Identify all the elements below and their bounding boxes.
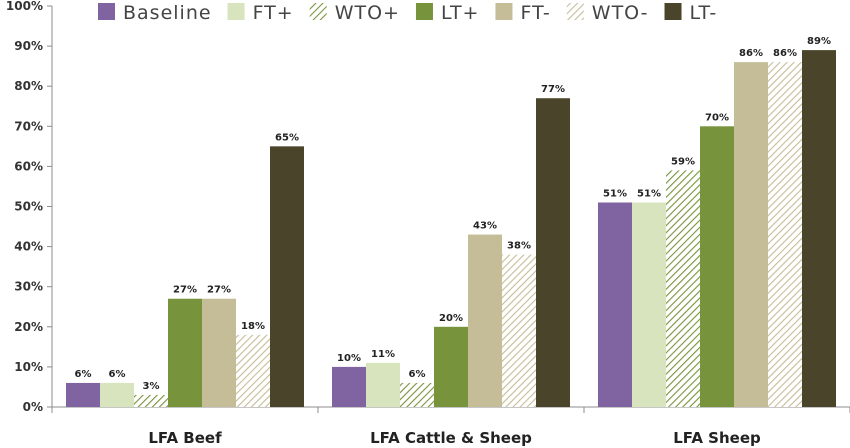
y-tick-label: 50% (14, 200, 43, 214)
data-label: 70% (705, 112, 729, 123)
bar (502, 254, 536, 407)
legend-label: LT- (690, 2, 718, 24)
data-label: 11% (371, 349, 395, 360)
legend-swatch (309, 3, 327, 20)
legend: Baseline FT+ WTO+ LT+ FT- WTO- LT- (98, 2, 718, 24)
legend-item: Baseline (98, 2, 212, 24)
y-tick-label: 40% (14, 240, 43, 254)
legend-item: LT+ (415, 2, 480, 24)
legend-label: WTO- (592, 2, 649, 24)
legend-label: FT- (520, 2, 550, 24)
legend-item: WTO+ (309, 2, 400, 24)
bar (632, 202, 666, 407)
y-tick-label: 30% (14, 280, 43, 294)
category-label: LFA Cattle & Sheep (370, 429, 532, 447)
bar (270, 146, 304, 407)
data-label: 20% (439, 313, 463, 324)
legend-swatch (227, 3, 245, 20)
legend-item: WTO- (566, 2, 649, 24)
data-label: 51% (603, 188, 627, 199)
data-label: 89% (807, 36, 831, 47)
data-label: 86% (773, 48, 797, 59)
y-tick-label: 100% (6, 0, 43, 13)
bar (134, 394, 168, 407)
legend-item: FT+ (227, 2, 294, 24)
legend-item: FT- (495, 2, 550, 24)
category-label: LFA Beef (148, 429, 222, 447)
bar (768, 62, 802, 407)
bar (536, 98, 570, 407)
data-label: 86% (739, 48, 763, 59)
data-label: 38% (507, 241, 531, 252)
bars: 6% 6% 3% 27% 27% 18% 65% 10% 11% 6% 20% 43% 38% 77% 51… (66, 36, 836, 408)
y-tick-label: 0% (23, 400, 43, 414)
y-tick-label: 20% (14, 320, 43, 334)
bar (100, 382, 134, 407)
data-label: 6% (409, 369, 426, 380)
y-tick-label: 60% (14, 159, 43, 173)
data-label: 43% (473, 221, 497, 232)
data-label: 59% (671, 156, 695, 167)
bar (168, 298, 202, 407)
bar (598, 202, 632, 407)
bar (734, 62, 768, 407)
data-label: 6% (109, 369, 126, 380)
legend-swatch (98, 3, 115, 20)
legend-label: Baseline (123, 2, 212, 24)
legend-label: WTO+ (335, 2, 400, 24)
y-axis: 0% 10% 20% 30% 40% 50% 60% 70% 80% 90% 100% (6, 0, 53, 414)
y-tick-label: 70% (14, 119, 43, 133)
legend-swatch (566, 3, 584, 20)
data-label: 27% (173, 285, 197, 296)
bar (332, 366, 366, 407)
x-axis: LFA Beef LFA Cattle & Sheep LFA Sheep (51, 406, 850, 447)
bar (366, 362, 400, 407)
bar (434, 326, 468, 407)
legend-item: LT- (664, 2, 718, 24)
y-tick-label: 10% (14, 360, 43, 374)
y-tick-label: 90% (14, 39, 43, 53)
bar (202, 298, 236, 407)
bar (468, 234, 502, 407)
data-label: 51% (637, 188, 661, 199)
legend-label: FT+ (253, 2, 294, 24)
bar (666, 170, 700, 407)
data-label: 77% (541, 84, 565, 95)
legend-swatch (495, 3, 513, 20)
bar (66, 382, 100, 407)
bar (400, 382, 434, 407)
legend-label: LT+ (441, 2, 480, 24)
bar (700, 126, 734, 408)
data-label: 6% (75, 369, 92, 380)
legend-swatch (664, 3, 682, 20)
data-label: 65% (275, 132, 299, 143)
data-label: 3% (143, 381, 160, 392)
data-label: 27% (207, 285, 231, 296)
bar (802, 50, 836, 408)
legend-swatch (415, 3, 433, 20)
bar (236, 334, 270, 407)
category-label: LFA Sheep (673, 429, 761, 447)
data-label: 10% (337, 353, 361, 364)
y-tick-label: 80% (14, 79, 43, 93)
data-label: 18% (241, 321, 265, 332)
